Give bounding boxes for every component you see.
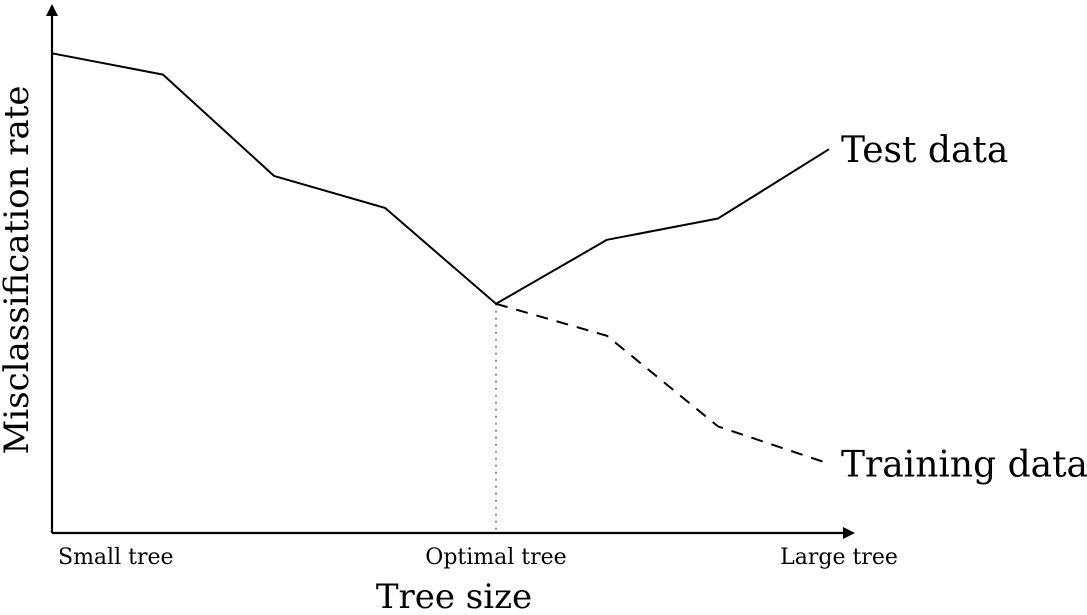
x-tick-labels: Small tree Optimal tree Large tree [58, 545, 898, 570]
x-axis-label: Tree size [376, 577, 532, 615]
y-axis-label: Misclassification rate [0, 85, 37, 454]
x-tick-label: Small tree [58, 545, 174, 570]
x-tick-label: Optimal tree [425, 545, 566, 570]
series-line-training-data [495, 302, 830, 465]
series-layer: Test data Training data [51, 52, 1087, 486]
x-tick-label: Large tree [780, 545, 898, 570]
series-line-test-data [51, 52, 830, 305]
series-label-training-data: Training data [841, 445, 1087, 486]
series-label-test-data: Test data [841, 130, 1008, 171]
